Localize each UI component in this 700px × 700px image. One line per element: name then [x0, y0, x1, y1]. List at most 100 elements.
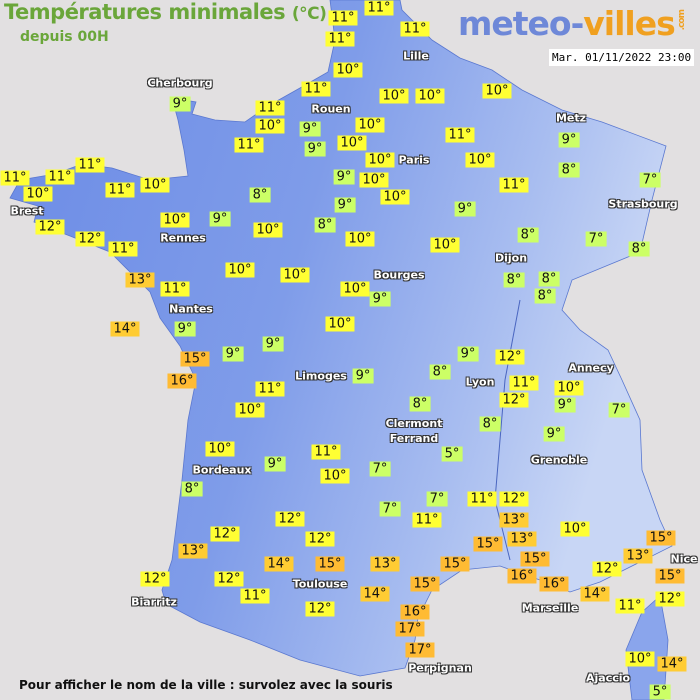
temperature-marker[interactable]: 14°: [580, 586, 610, 602]
temperature-marker[interactable]: 15°: [655, 568, 685, 584]
temperature-marker[interactable]: 10°: [225, 262, 255, 278]
temperature-marker[interactable]: 10°: [355, 117, 385, 133]
temperature-marker[interactable]: 10°: [160, 212, 190, 228]
temperature-marker[interactable]: 17°: [395, 621, 425, 637]
temperature-marker[interactable]: 15°: [410, 576, 440, 592]
temperature-marker[interactable]: 10°: [415, 88, 445, 104]
temperature-marker[interactable]: 13°: [125, 272, 155, 288]
temperature-marker[interactable]: 11°: [75, 157, 105, 173]
temperature-marker[interactable]: 11°: [412, 512, 442, 528]
temperature-marker[interactable]: 7°: [608, 402, 630, 418]
temperature-marker[interactable]: 10°: [340, 281, 370, 297]
temperature-marker[interactable]: 11°: [234, 137, 264, 153]
temperature-marker[interactable]: 11°: [0, 170, 30, 186]
temperature-marker[interactable]: 7°: [369, 461, 391, 477]
temperature-marker[interactable]: 10°: [333, 62, 363, 78]
temperature-marker[interactable]: 10°: [253, 222, 283, 238]
temperature-marker[interactable]: 9°: [299, 121, 321, 137]
temperature-marker[interactable]: 13°: [507, 531, 537, 547]
temperature-marker[interactable]: 17°: [405, 642, 435, 658]
temperature-marker[interactable]: 12°: [495, 349, 525, 365]
temperature-marker[interactable]: 11°: [311, 444, 341, 460]
temperature-marker[interactable]: 9°: [454, 201, 476, 217]
temperature-marker[interactable]: 12°: [75, 231, 105, 247]
temperature-marker[interactable]: 16°: [507, 568, 537, 584]
temperature-marker[interactable]: 15°: [646, 530, 676, 546]
temperature-marker[interactable]: 10°: [140, 177, 170, 193]
temperature-marker[interactable]: 12°: [35, 219, 65, 235]
temperature-marker[interactable]: 12°: [305, 601, 335, 617]
temperature-marker[interactable]: 8°: [314, 217, 336, 233]
temperature-marker[interactable]: 10°: [380, 189, 410, 205]
temperature-marker[interactable]: 10°: [430, 237, 460, 253]
temperature-marker[interactable]: 8°: [429, 364, 451, 380]
temperature-marker[interactable]: 9°: [543, 426, 565, 442]
temperature-marker[interactable]: 11°: [364, 0, 394, 16]
temperature-marker[interactable]: 11°: [615, 598, 645, 614]
temperature-marker[interactable]: 10°: [235, 402, 265, 418]
temperature-marker[interactable]: 11°: [108, 241, 138, 257]
temperature-marker[interactable]: 8°: [409, 396, 431, 412]
temperature-marker[interactable]: 9°: [304, 141, 326, 157]
temperature-marker[interactable]: 8°: [503, 272, 525, 288]
temperature-marker[interactable]: 10°: [554, 380, 584, 396]
temperature-marker[interactable]: 9°: [222, 346, 244, 362]
temperature-marker[interactable]: 10°: [379, 88, 409, 104]
temperature-marker[interactable]: 13°: [370, 556, 400, 572]
temperature-marker[interactable]: 5°: [649, 684, 671, 700]
temperature-marker[interactable]: 8°: [558, 162, 580, 178]
temperature-marker[interactable]: 16°: [400, 604, 430, 620]
temperature-marker[interactable]: 10°: [280, 267, 310, 283]
temperature-marker[interactable]: 12°: [655, 591, 685, 607]
temperature-marker[interactable]: 11°: [105, 182, 135, 198]
temperature-marker[interactable]: 7°: [585, 231, 607, 247]
temperature-marker[interactable]: 16°: [167, 373, 197, 389]
temperature-marker[interactable]: 12°: [499, 392, 529, 408]
temperature-marker[interactable]: 15°: [520, 551, 550, 567]
temperature-marker[interactable]: 11°: [445, 127, 475, 143]
temperature-marker[interactable]: 9°: [209, 211, 231, 227]
temperature-marker[interactable]: 12°: [305, 531, 335, 547]
temperature-marker[interactable]: 14°: [360, 586, 390, 602]
temperature-marker[interactable]: 15°: [440, 556, 470, 572]
temperature-marker[interactable]: 14°: [657, 656, 687, 672]
temperature-marker[interactable]: 10°: [465, 152, 495, 168]
temperature-marker[interactable]: 8°: [181, 481, 203, 497]
temperature-marker[interactable]: 15°: [473, 536, 503, 552]
temperature-marker[interactable]: 10°: [560, 521, 590, 537]
temperature-marker[interactable]: 9°: [554, 397, 576, 413]
temperature-marker[interactable]: 11°: [328, 10, 358, 26]
temperature-marker[interactable]: 9°: [369, 291, 391, 307]
temperature-marker[interactable]: 9°: [174, 321, 196, 337]
temperature-marker[interactable]: 7°: [639, 172, 661, 188]
temperature-marker[interactable]: 9°: [457, 346, 479, 362]
temperature-marker[interactable]: 10°: [625, 651, 655, 667]
temperature-marker[interactable]: 9°: [334, 197, 356, 213]
temperature-marker[interactable]: 11°: [240, 588, 270, 604]
temperature-marker[interactable]: 13°: [178, 543, 208, 559]
temperature-marker[interactable]: 10°: [359, 172, 389, 188]
temperature-marker[interactable]: 11°: [467, 491, 497, 507]
temperature-marker[interactable]: 12°: [592, 561, 622, 577]
temperature-marker[interactable]: 9°: [352, 368, 374, 384]
temperature-marker[interactable]: 12°: [275, 511, 305, 527]
temperature-marker[interactable]: 14°: [264, 556, 294, 572]
temperature-marker[interactable]: 8°: [479, 416, 501, 432]
temperature-marker[interactable]: 12°: [140, 571, 170, 587]
temperature-marker[interactable]: 11°: [400, 21, 430, 37]
temperature-marker[interactable]: 8°: [517, 227, 539, 243]
temperature-marker[interactable]: 11°: [255, 100, 285, 116]
temperature-marker[interactable]: 11°: [509, 375, 539, 391]
temperature-marker[interactable]: 9°: [262, 336, 284, 352]
temperature-marker[interactable]: 8°: [534, 288, 556, 304]
temperature-marker[interactable]: 7°: [426, 491, 448, 507]
temperature-marker[interactable]: 11°: [499, 177, 529, 193]
temperature-marker[interactable]: 11°: [301, 81, 331, 97]
temperature-marker[interactable]: 9°: [558, 132, 580, 148]
temperature-marker[interactable]: 10°: [205, 441, 235, 457]
temperature-marker[interactable]: 12°: [210, 526, 240, 542]
temperature-marker[interactable]: 11°: [255, 381, 285, 397]
temperature-marker[interactable]: 7°: [379, 501, 401, 517]
temperature-marker[interactable]: 10°: [337, 135, 367, 151]
temperature-marker[interactable]: 12°: [214, 571, 244, 587]
